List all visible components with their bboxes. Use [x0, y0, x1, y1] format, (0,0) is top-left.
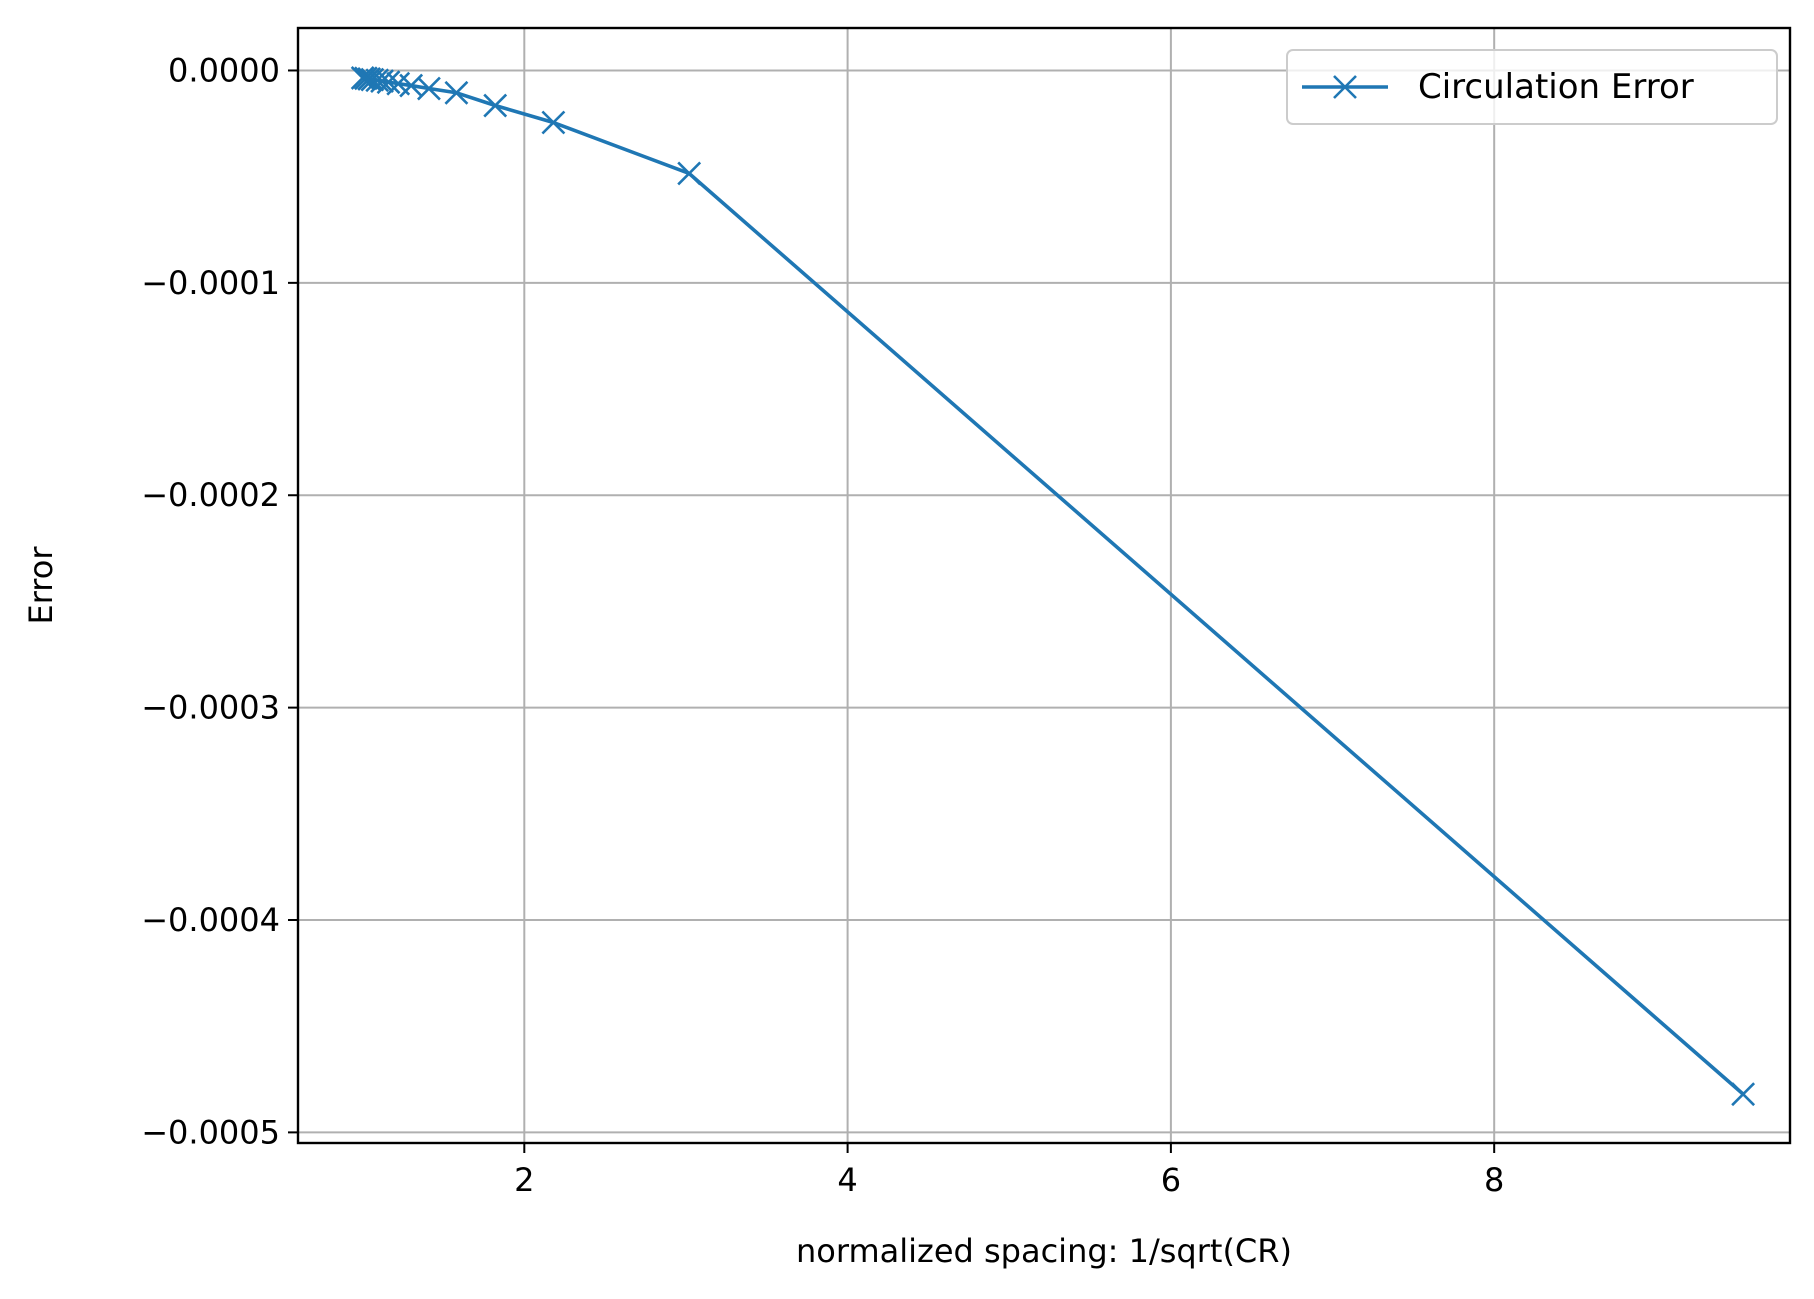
data-point-x-marker — [444, 80, 469, 105]
y-tick-label: −0.0002 — [141, 476, 280, 514]
legend-label: Circulation Error — [1418, 67, 1694, 107]
y-axis-label: Error — [22, 546, 60, 625]
x-axis-label: normalized spacing: 1/sqrt(CR) — [796, 1232, 1292, 1270]
data-point-x-marker — [1731, 1082, 1756, 1107]
y-tick-label: −0.0003 — [141, 689, 280, 727]
y-tick-label: 0.0000 — [168, 51, 280, 89]
series-layer — [350, 65, 1756, 1107]
y-tick-label: −0.0005 — [141, 1113, 280, 1151]
data-point-x-marker — [417, 76, 441, 101]
legend: Circulation Error — [1286, 49, 1778, 125]
axis-ticks: 2 4 6 8 0.0000 −0.0001 −0.0002 −0.0003 −0.0004 −0… — [141, 51, 1504, 1199]
y-tick-label: −0.0001 — [141, 264, 280, 302]
grid-lines — [298, 28, 1790, 1143]
x-tick-label: 6 — [1161, 1161, 1181, 1199]
plot-frame — [296, 26, 1792, 1145]
data-point-x-marker — [541, 110, 566, 135]
legend-box — [1286, 49, 1778, 125]
data-point-x-marker — [483, 93, 508, 118]
data-point-x-marker — [350, 65, 375, 90]
y-tick-label: −0.0004 — [141, 901, 280, 939]
legend-x-marker — [1333, 75, 1357, 99]
x-tick-label: 8 — [1484, 1161, 1504, 1199]
data-point-x-marker — [677, 161, 702, 186]
x-tick-label: 2 — [514, 1161, 534, 1199]
data-point-x-marker — [376, 70, 401, 95]
x-tick-label: 4 — [837, 1161, 857, 1199]
